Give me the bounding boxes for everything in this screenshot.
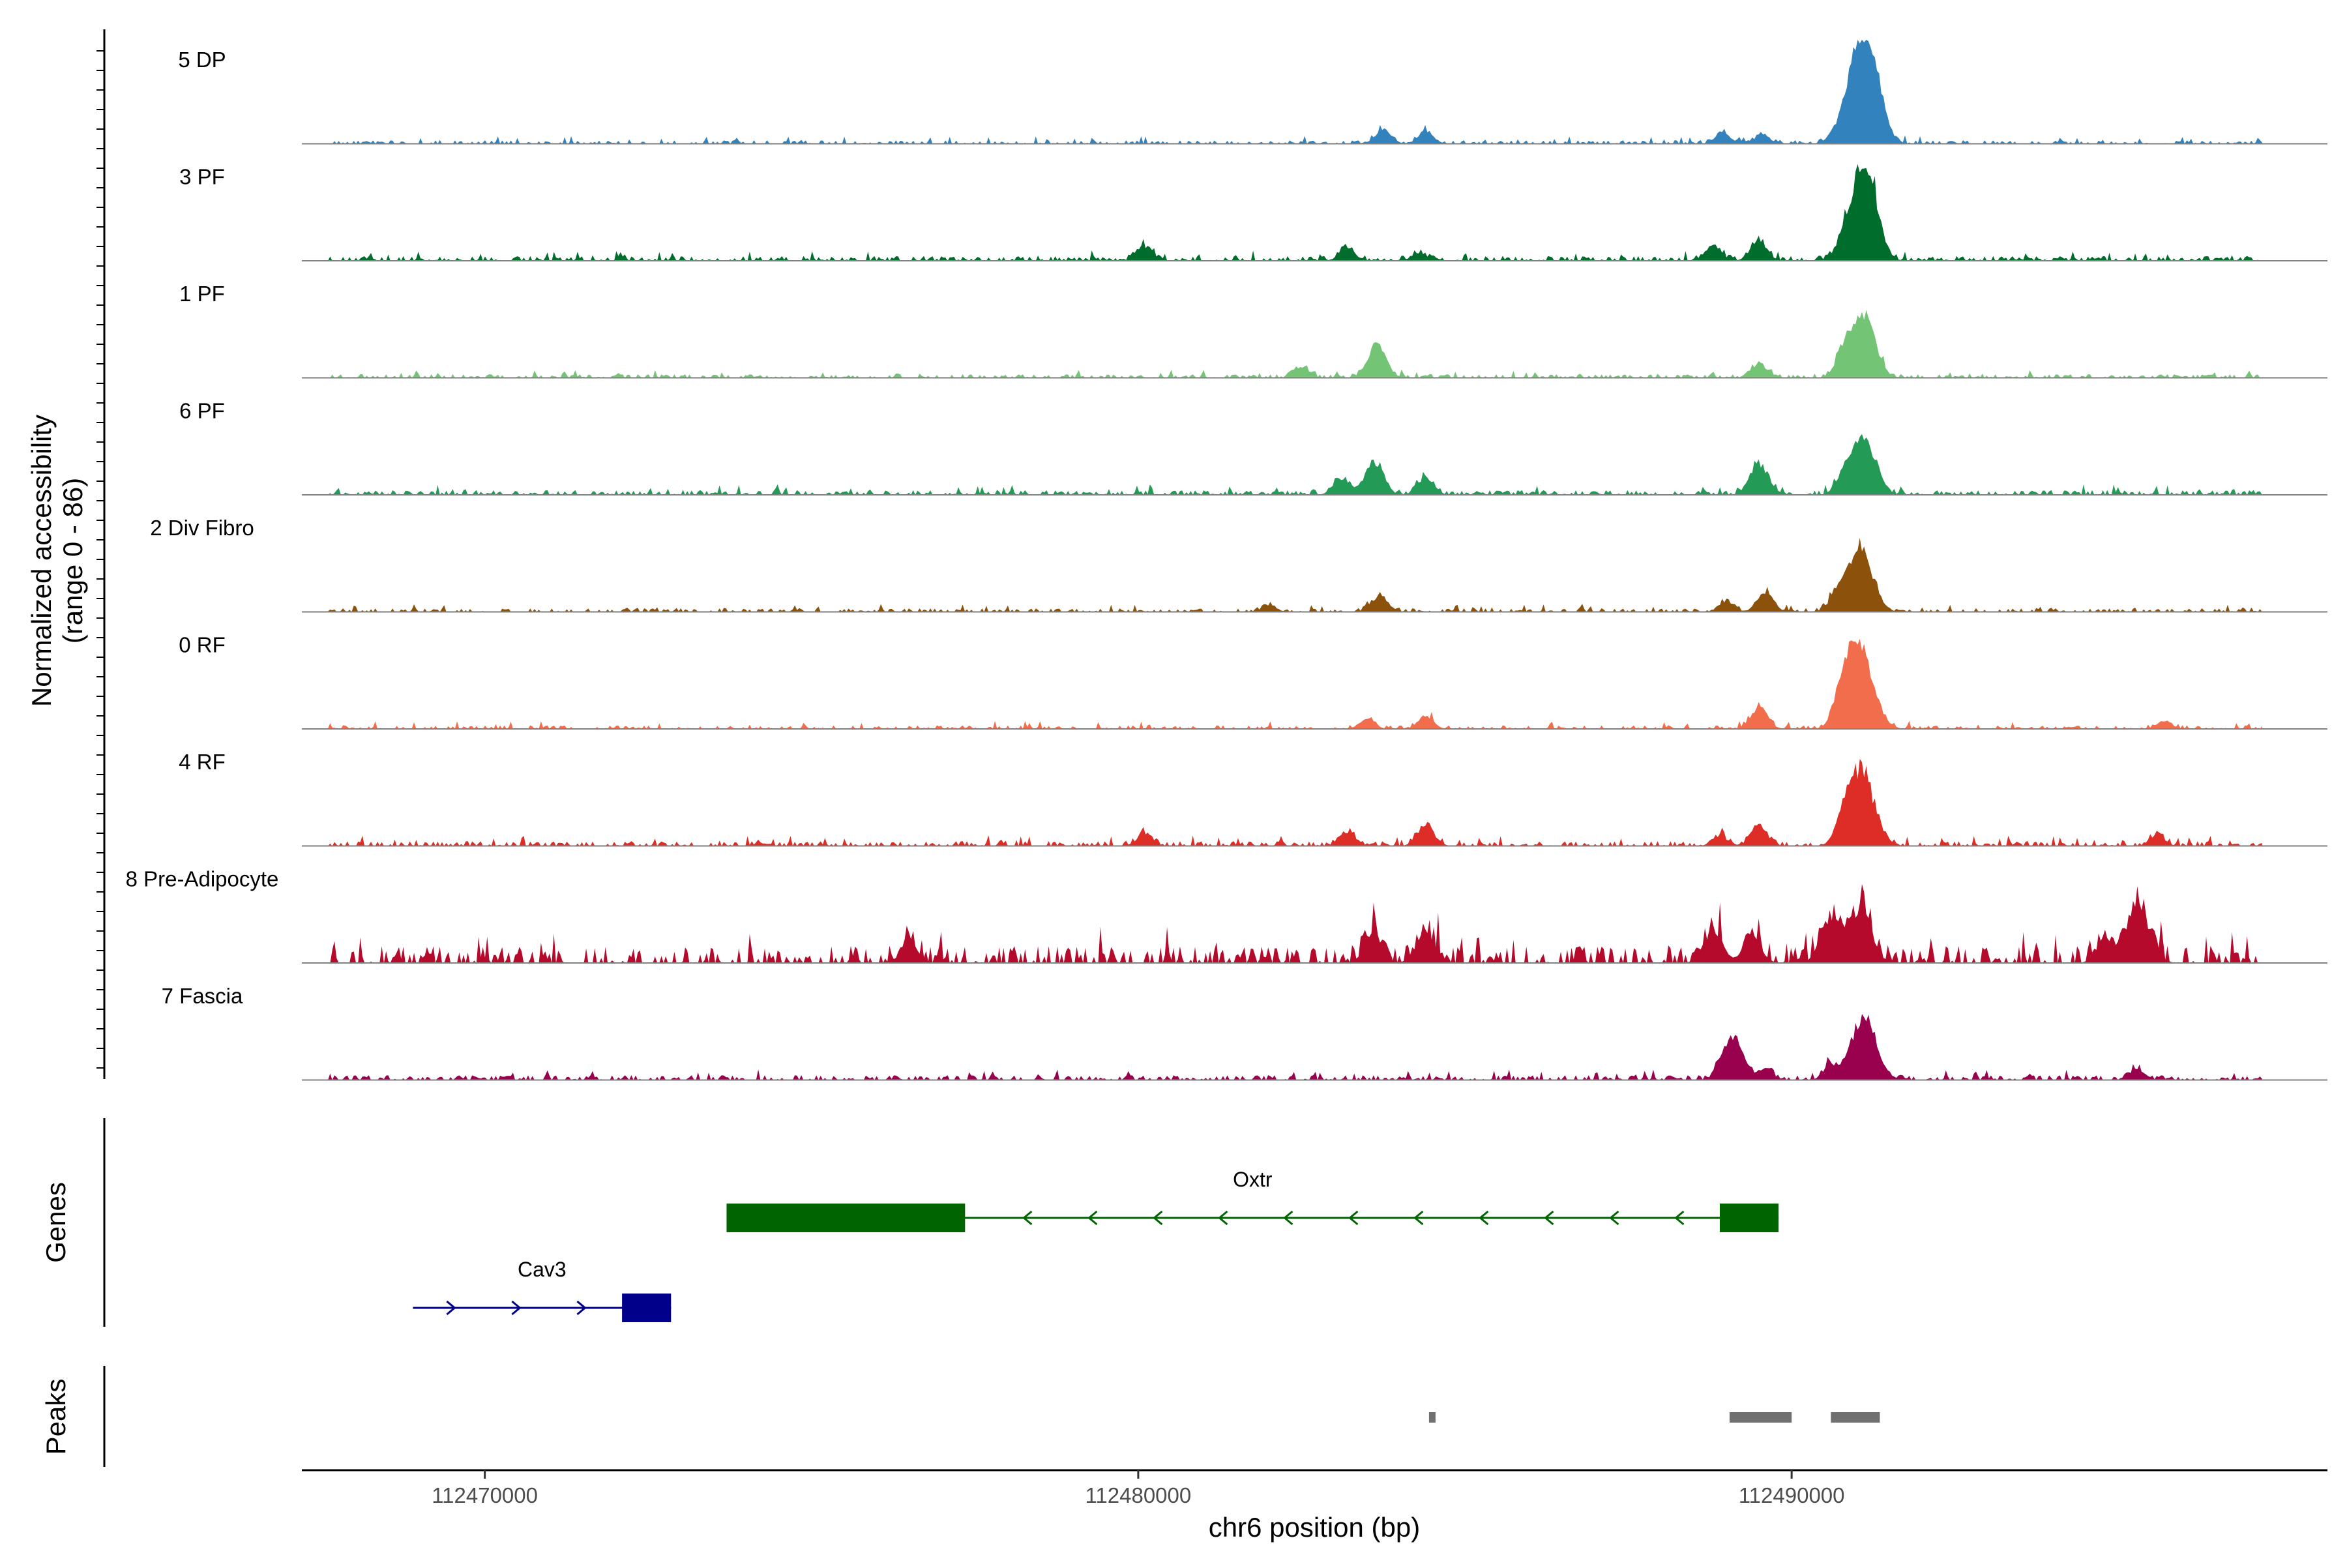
track-label: 1 PF: [179, 282, 225, 306]
peaks-panel-label: Peaks: [40, 1379, 71, 1455]
coverage-tracks: 5 DP 3 PF 1 PF 6 PF 2 Div Fibro 0 RF 4 RF 8 Pre…: [126, 40, 2327, 1081]
strand-arrow: [1087, 1210, 1098, 1226]
gene-exon: [1719, 1204, 1779, 1232]
y-axis-label: Normalized accessibility (range 0 - 86): [26, 415, 88, 707]
track-1-pf: 1 PF: [179, 282, 2327, 379]
gene-label: Cav3: [518, 1258, 567, 1281]
y-axis-label-line1: Normalized accessibility: [26, 415, 57, 707]
track-0-rf: 0 RF: [179, 633, 2327, 730]
strand-arrow: [1479, 1210, 1489, 1226]
track-label: 7 Fascia: [162, 984, 243, 1008]
strand-arrow: [1022, 1210, 1033, 1226]
track-2-div-fibro: 2 Div Fibro: [150, 516, 2327, 613]
strand-arrow: [446, 1300, 456, 1316]
strand-arrow: [1413, 1210, 1424, 1226]
strand-arrow: [1544, 1210, 1554, 1226]
track-label: 4 RF: [179, 750, 226, 774]
gene-exon: [622, 1294, 672, 1322]
gene-annotations: Oxtr Cav3: [413, 1168, 1779, 1322]
coverage-area: [328, 884, 2262, 963]
y-axis-label-line2: (range 0 - 86): [57, 478, 88, 643]
strand-arrow: [1218, 1210, 1228, 1226]
coverage-area: [328, 40, 2262, 144]
genes-panel-label: Genes: [40, 1182, 71, 1263]
track-label: 6 PF: [179, 399, 225, 423]
strand-arrow: [576, 1300, 587, 1316]
coverage-area: [328, 310, 2262, 378]
track-label: 2 Div Fibro: [150, 516, 254, 540]
track-label: 8 Pre-Adipocyte: [126, 867, 279, 891]
strand-arrow: [511, 1300, 522, 1316]
track-8-pre-adipocyte: 8 Pre-Adipocyte: [126, 867, 2327, 964]
coverage-area: [328, 759, 2262, 846]
x-axis-tick-label: 112470000: [432, 1483, 538, 1507]
track-4-rf: 4 RF: [179, 750, 2327, 847]
track-3-pf: 3 PF: [179, 164, 2327, 261]
track-label: 0 RF: [179, 633, 226, 657]
gene-label: Oxtr: [1233, 1168, 1273, 1191]
x-axis-tick-label: 112480000: [1085, 1483, 1192, 1507]
peak-regions: [1428, 1412, 1880, 1423]
coverage-area: [328, 434, 2262, 495]
strand-arrow: [1153, 1210, 1163, 1226]
track-label: 3 PF: [179, 165, 225, 189]
x-axis-title: chr6 position (bp): [1209, 1512, 1421, 1543]
peak-region: [1729, 1412, 1792, 1423]
gene-cav3: Cav3: [413, 1258, 672, 1322]
gene-oxtr: Oxtr: [726, 1168, 1779, 1232]
coverage-y-axis-ticks: [96, 50, 104, 1069]
track-6-pf: 6 PF: [179, 399, 2327, 496]
coverage-area: [328, 1014, 2262, 1080]
strand-arrow: [1609, 1210, 1619, 1226]
strand-arrow: [1283, 1210, 1293, 1226]
strand-arrow: [1674, 1210, 1685, 1226]
x-axis-tick-label: 112490000: [1739, 1483, 1845, 1507]
peak-region: [1428, 1412, 1436, 1423]
track-7-fascia: 7 Fascia: [162, 984, 2327, 1081]
track-label: 5 DP: [178, 48, 226, 72]
gene-exon: [726, 1204, 966, 1232]
x-axis-ticks: 112470000 112480000 112490000: [432, 1470, 1845, 1507]
coverage-area: [328, 164, 2262, 261]
peak-region: [1831, 1412, 1880, 1423]
track-5-dp: 5 DP: [178, 40, 2327, 145]
strand-arrow: [1348, 1210, 1359, 1226]
